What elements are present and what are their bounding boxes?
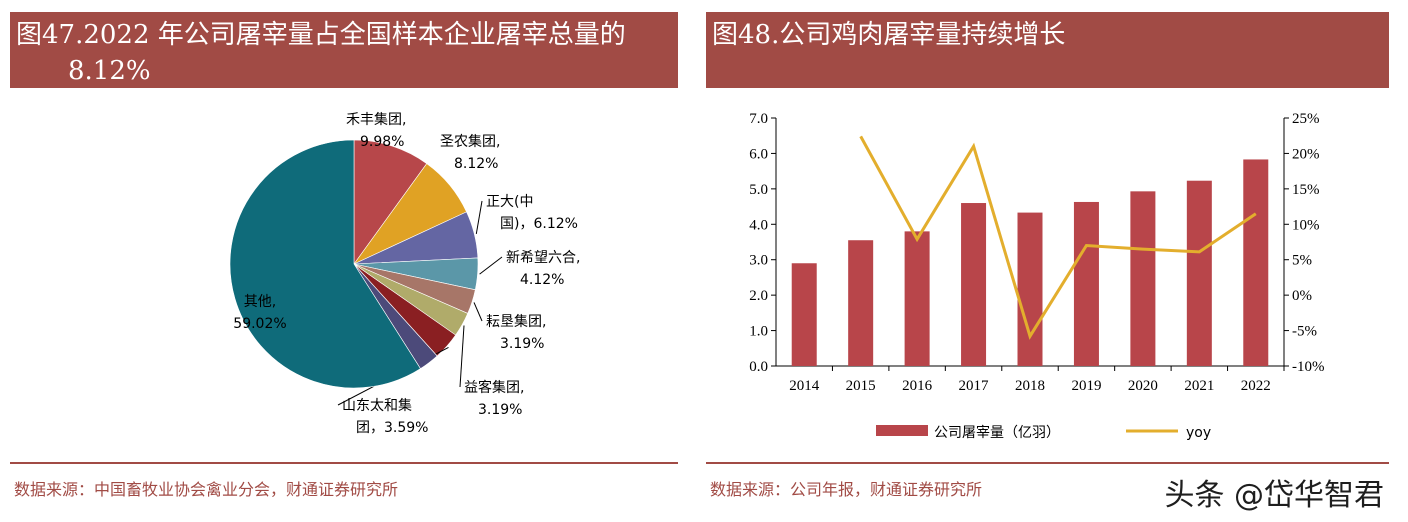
left-tick-label: 6.0 — [749, 146, 768, 162]
pie-chart: 禾丰集团, 9.98% 圣农集团, 8.12% 正大(中国)，6.12% 新希望六合, 4.… — [229, 111, 580, 436]
pie-label-3-line2: 国)，6.12% — [500, 216, 578, 232]
pie-label-7-line2: 团，3.59% — [356, 420, 428, 436]
left-title-bar: 图47.2022 年公司屠宰量占全国样本企业屠宰总量的 8.12% — [10, 12, 678, 88]
pie-leader-line-4 — [479, 256, 503, 275]
left-tick-label: 4.0 — [749, 217, 768, 233]
x-tick-label-2019: 2019 — [1071, 378, 1101, 394]
pie-leader-line-3 — [475, 200, 483, 234]
yoy-line — [859, 135, 1257, 340]
pie-label-2-line1: 圣农集团, — [440, 133, 500, 150]
left-tick-label: 7.0 — [749, 111, 768, 127]
pie-label-1-line2: 9.98% — [360, 134, 404, 150]
pie-label-4-line2: 4.12% — [520, 272, 564, 288]
left-tick-label: 5.0 — [749, 182, 768, 198]
pie-leader-line-6 — [459, 325, 465, 388]
left-tick-label: 2.0 — [749, 288, 768, 304]
left-title-line1: 图47.2022 年公司屠宰量占全国样本企业屠宰总量的 — [16, 20, 626, 50]
right-tick-label: 10% — [1292, 217, 1320, 233]
right-tick-label: 25% — [1292, 111, 1320, 127]
pie-slice-1 — [353, 139, 428, 265]
left-tick-label: 0.0 — [749, 359, 768, 375]
pie-label-5-line2: 3.19% — [500, 336, 544, 352]
bar-2019 — [1073, 201, 1099, 366]
right-tick-label: 20% — [1292, 146, 1320, 162]
pie-label-3-line1: 正大(中 — [486, 194, 533, 210]
pie-label-7-line1: 山东太和集 — [342, 397, 412, 414]
bar-2016 — [904, 231, 930, 366]
watermark-text: 头条 @岱华智君 — [1164, 478, 1384, 513]
pie-label-5-line1: 耘垦集团, — [486, 313, 546, 330]
right-source-divider — [706, 462, 1389, 464]
left-tick-label: 3.0 — [749, 253, 768, 269]
x-tick-label-2018: 2018 — [1015, 378, 1045, 394]
right-title: 图48.公司鸡肉屠宰量持续增长 — [712, 20, 1066, 50]
bar-2014 — [791, 263, 817, 366]
x-tick-label-2021: 2021 — [1184, 378, 1214, 394]
pie-label-6-line2: 3.19% — [478, 402, 522, 418]
legend-swatch-bar — [876, 425, 928, 436]
right-chart-panel: 图48.公司鸡肉屠宰量持续增长 0.0 1.0 2.0 3.0 4.0 5.0 6.0 7.0… — [706, 0, 1389, 522]
bar-2015 — [848, 240, 874, 366]
left-source-divider — [10, 462, 678, 464]
bar-2017 — [961, 203, 987, 366]
right-source-text: 数据来源：公司年报，财通证券研究所 — [710, 480, 983, 499]
x-tick-label-2015: 2015 — [846, 378, 876, 394]
right-title-bar: 图48.公司鸡肉屠宰量持续增长 — [706, 12, 1389, 88]
bar-2021 — [1186, 180, 1212, 366]
right-tick-label: -10% — [1292, 359, 1325, 375]
right-tick-label: 0% — [1292, 288, 1312, 304]
pie-slice-9 — [229, 139, 421, 389]
right-tick-label: 15% — [1292, 182, 1320, 198]
bar-2022 — [1243, 159, 1269, 366]
right-tick-label: -5% — [1292, 324, 1317, 340]
x-tick-label-2017: 2017 — [959, 378, 990, 394]
left-title-line2: 8.12% — [68, 56, 151, 86]
left-source-text: 数据来源：中国畜牧业协会禽业分会，财通证券研究所 — [14, 480, 399, 499]
left-tick-label: 1.0 — [749, 324, 768, 340]
x-tick-label-2014: 2014 — [789, 378, 820, 394]
x-tick-label-2022: 2022 — [1241, 378, 1271, 394]
pie-label-1-line1: 禾丰集团, — [346, 111, 406, 128]
bar-2020 — [1130, 191, 1156, 366]
pie-label-4-line1: 新希望六合, — [506, 250, 580, 266]
x-tick-label-2016: 2016 — [902, 378, 933, 394]
left-chart-panel: 图47.2022 年公司屠宰量占全国样本企业屠宰总量的 8.12% 禾丰集团, 9… — [10, 0, 678, 522]
legend-label-line: yoy — [1186, 425, 1211, 441]
pie-label-9-line1: 其他, — [244, 294, 276, 310]
pie-label-2-line2: 8.12% — [454, 156, 498, 172]
legend-label-bar: 公司屠宰量（亿羽） — [934, 425, 1060, 441]
bar-2018 — [1017, 212, 1043, 366]
pie-label-6-line1: 益客集团, — [464, 379, 524, 396]
pie-label-9-line2: 59.02% — [233, 316, 286, 332]
pie-leader-line-5 — [473, 302, 483, 322]
right-tick-label: 5% — [1292, 253, 1312, 269]
bar-line-chart: 0.0 1.0 2.0 3.0 4.0 5.0 6.0 7.0 -10% -5% 0% 5% 10% 15… — [749, 111, 1325, 441]
x-tick-label-2020: 2020 — [1128, 378, 1158, 394]
